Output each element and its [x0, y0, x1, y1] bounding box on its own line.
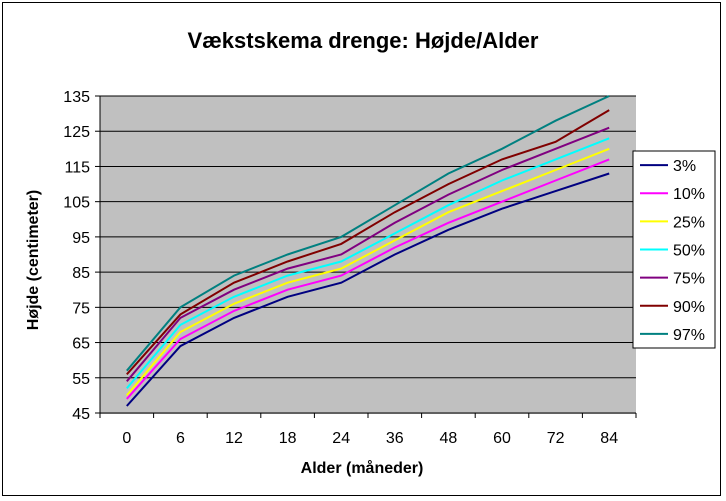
x-tick-label: 18 — [279, 430, 297, 447]
axes — [95, 95, 637, 418]
x-tick-label: 36 — [386, 430, 404, 447]
x-tick-label: 12 — [225, 430, 243, 447]
x-tick-label: 0 — [122, 430, 131, 447]
x-tick-label: 72 — [547, 430, 565, 447]
legend-item: 3% — [640, 158, 696, 175]
legend-item: 25% — [640, 214, 705, 231]
x-tick-label: 24 — [332, 430, 350, 447]
legend-label: 75% — [673, 271, 705, 288]
x-tick-label: 84 — [600, 430, 618, 447]
y-tick-label: 105 — [63, 195, 90, 212]
legend-item: 10% — [640, 186, 705, 203]
y-tick-label: 55 — [72, 371, 90, 388]
series-line-3pct — [126, 172, 610, 407]
series-line-25pct — [126, 147, 610, 397]
y-tick-label: 85 — [72, 265, 90, 282]
series-line-90pct — [126, 109, 610, 375]
legend-item: 90% — [640, 299, 705, 316]
legend-label: 97% — [673, 327, 705, 344]
x-axis-title: Alder (måneder) — [301, 459, 424, 477]
legend-item: 50% — [640, 243, 705, 260]
legend-item: 75% — [640, 271, 705, 288]
legend-label: 50% — [673, 243, 705, 260]
series-line-10pct — [126, 158, 610, 400]
y-tick-labels: 45 55 65 75 85 95 105 115 125 135 — [63, 89, 90, 423]
y-tick-label: 135 — [63, 89, 90, 106]
series-line-97pct — [126, 95, 610, 372]
legend-label: 10% — [673, 186, 705, 203]
legend-label: 25% — [673, 214, 705, 231]
legend: 3% 10% 25% 50% 75% 90% 97% — [632, 150, 716, 349]
y-tick-label: 95 — [72, 230, 90, 247]
legend-label: 90% — [673, 299, 705, 316]
legend-label: 3% — [673, 158, 696, 175]
gridlines — [100, 95, 636, 414]
series-line-50pct — [126, 137, 610, 389]
y-tick-label: 45 — [72, 406, 90, 423]
y-tick-label: 125 — [63, 124, 90, 141]
series-lines — [126, 95, 610, 407]
x-tick-label: 60 — [493, 430, 511, 447]
y-axis-title: Højde (centimeter) — [25, 190, 42, 330]
x-tick-label: 48 — [440, 430, 458, 447]
y-tick-label: 65 — [72, 336, 90, 353]
y-tick-label: 115 — [64, 159, 90, 176]
chart-title: Vækstskema drenge: Højde/Alder — [188, 28, 539, 53]
y-tick-label: 75 — [72, 300, 90, 317]
series-line-75pct — [126, 126, 610, 382]
legend-item: 97% — [640, 327, 705, 344]
x-tick-labels: 0 6 12 18 24 36 48 60 72 84 — [122, 430, 618, 447]
x-tick-label: 6 — [176, 430, 185, 447]
